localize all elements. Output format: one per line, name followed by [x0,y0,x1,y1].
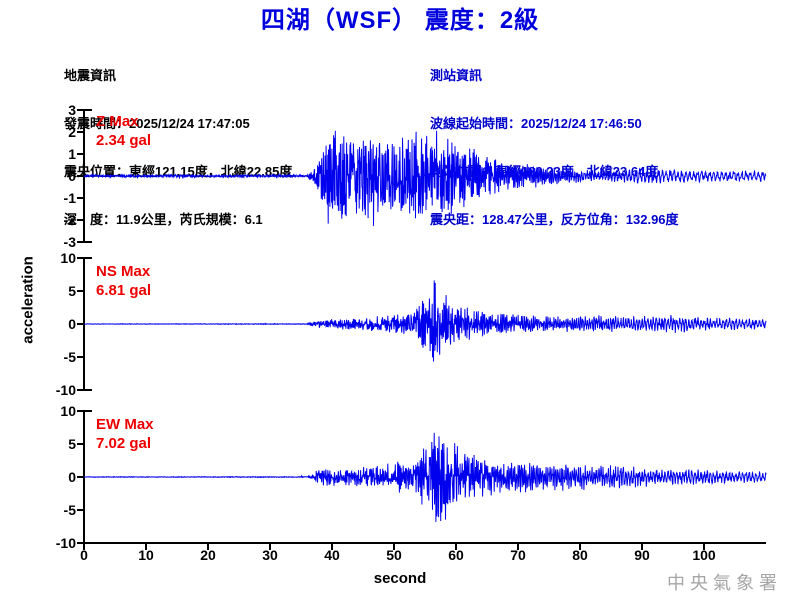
ns-max-value: 6.81 gal [96,282,152,299]
ns-max-title: NS Max [96,263,151,280]
y-tick-label: -5 [63,502,76,518]
quake-info-line-time: 發震時間：2025/12/24 17:47:05 [64,116,250,131]
y-tick-label: -10 [55,535,76,551]
y-tick-label: -1 [63,190,76,206]
y-tick-label: 5 [68,283,76,299]
x-tick-label: 10 [138,547,154,563]
y-tick-label: 2 [68,124,76,140]
x-tick-label: 90 [634,547,650,563]
y-tick-label: 0 [68,469,76,485]
x-axis-label: second [373,570,427,587]
page-title: 四湖（WSF） 震度：2級 [260,7,540,34]
y-tick-label: -10 [55,382,76,398]
station-info-line-starttime: 波線起始時間：2025/12/24 17:46:50 [430,116,642,131]
quake-info-line-depth-magnitude: 深 度：11.9公里，芮氏規模：6.1 [64,212,263,227]
ew-max-value: 7.02 gal [96,435,152,452]
x-tick-label: 80 [572,547,588,563]
x-tick-label: 70 [510,547,526,563]
quake-info-header: 地震資訊 [64,68,117,83]
x-tick-label: 20 [200,547,216,563]
ew-max-title: EW Max [96,416,154,433]
x-axis [83,542,766,550]
y-tick-label: -2 [63,212,76,228]
z-max-value: 2.34 gal [96,132,152,149]
y-tick-label: 3 [68,102,76,118]
ew-waveform-panel [77,410,767,544]
x-tick-label: 60 [448,547,464,563]
x-tick-label: 30 [262,547,278,563]
station-info-header: 測站資訊 [430,68,483,83]
x-tick-label: 100 [692,547,716,563]
z-max-label: Z Max 2.34 gal [96,112,151,150]
y-tick-label: 0 [68,168,76,184]
x-tick-label: 50 [386,547,402,563]
x-tick-label: 40 [324,547,340,563]
z-waveform-panel [77,109,767,243]
ns-max-label: NS Max 6.81 gal [96,262,151,300]
y-tick-label: 10 [60,403,76,419]
ns-waveform-panel [77,257,767,391]
y-tick-label: 0 [68,316,76,332]
station-info-line-distance-azimuth: 震央距：128.47公里，反方位角：132.96度 [430,212,679,227]
ew-max-label: EW Max 7.02 gal [96,415,154,453]
x-tick-label: 0 [80,547,88,563]
y-tick-label: -3 [63,234,76,250]
y-tick-label: 10 [60,250,76,266]
y-tick-label: 1 [68,146,76,162]
z-max-title: Z Max [96,113,139,130]
y-tick-label: -5 [63,349,76,365]
watermark-cwa: 中央氣象署 [667,573,782,593]
y-tick-label: 5 [68,436,76,452]
